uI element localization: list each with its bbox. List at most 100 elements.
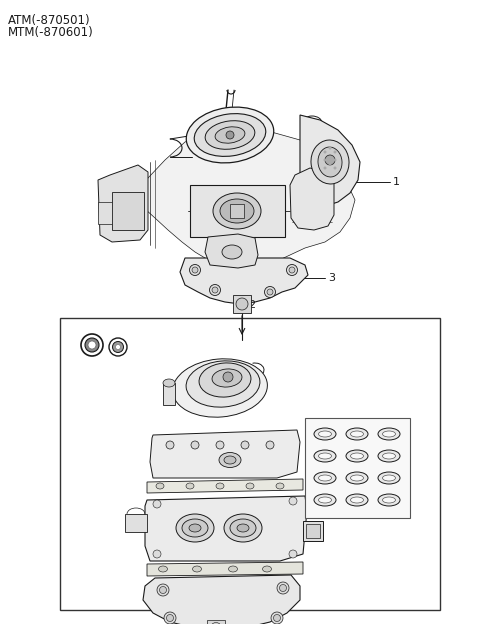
- Ellipse shape: [212, 369, 242, 387]
- Ellipse shape: [350, 453, 363, 459]
- Circle shape: [289, 550, 297, 558]
- Ellipse shape: [192, 566, 202, 572]
- Circle shape: [157, 584, 169, 596]
- Text: 1: 1: [393, 177, 400, 187]
- Ellipse shape: [383, 497, 396, 503]
- Circle shape: [109, 338, 127, 356]
- Circle shape: [223, 372, 233, 382]
- Circle shape: [271, 612, 283, 624]
- Circle shape: [266, 441, 274, 449]
- Ellipse shape: [224, 514, 262, 542]
- Ellipse shape: [346, 450, 368, 462]
- Ellipse shape: [246, 483, 254, 489]
- Circle shape: [329, 163, 331, 165]
- Ellipse shape: [158, 566, 168, 572]
- Circle shape: [190, 265, 201, 276]
- Bar: [303, 521, 323, 541]
- Ellipse shape: [222, 245, 242, 259]
- Ellipse shape: [314, 472, 336, 484]
- Ellipse shape: [378, 472, 400, 484]
- Circle shape: [324, 151, 326, 154]
- Ellipse shape: [378, 494, 400, 506]
- Polygon shape: [290, 168, 334, 230]
- Polygon shape: [143, 575, 300, 624]
- Polygon shape: [147, 562, 303, 576]
- Polygon shape: [135, 128, 355, 272]
- Ellipse shape: [263, 566, 272, 572]
- Circle shape: [274, 615, 280, 622]
- Circle shape: [159, 587, 167, 593]
- Bar: [233, 295, 251, 313]
- Circle shape: [329, 147, 331, 149]
- Ellipse shape: [199, 363, 251, 397]
- Text: MTM(-870601): MTM(-870601): [8, 26, 94, 39]
- Ellipse shape: [182, 519, 208, 537]
- Circle shape: [216, 441, 224, 449]
- Circle shape: [241, 441, 249, 449]
- Circle shape: [287, 265, 298, 276]
- Circle shape: [88, 341, 96, 349]
- Text: ATM(-870501): ATM(-870501): [8, 14, 91, 27]
- Bar: [207, 620, 225, 624]
- Circle shape: [289, 497, 297, 505]
- Circle shape: [267, 289, 273, 295]
- Circle shape: [226, 131, 234, 139]
- Circle shape: [212, 287, 218, 293]
- Bar: [305, 418, 410, 518]
- Ellipse shape: [186, 483, 194, 489]
- Ellipse shape: [173, 359, 267, 417]
- Circle shape: [166, 441, 174, 449]
- Ellipse shape: [314, 494, 336, 506]
- Ellipse shape: [176, 514, 214, 542]
- Ellipse shape: [219, 452, 241, 467]
- Ellipse shape: [383, 453, 396, 459]
- Bar: [112, 192, 144, 230]
- Ellipse shape: [216, 483, 224, 489]
- Polygon shape: [205, 234, 258, 268]
- Ellipse shape: [383, 475, 396, 481]
- Circle shape: [85, 338, 99, 352]
- Ellipse shape: [213, 193, 261, 229]
- Ellipse shape: [378, 428, 400, 440]
- Polygon shape: [147, 479, 303, 493]
- Ellipse shape: [319, 453, 332, 459]
- Polygon shape: [180, 258, 308, 304]
- Circle shape: [167, 615, 173, 622]
- Circle shape: [289, 267, 295, 273]
- Ellipse shape: [319, 431, 332, 437]
- Bar: [98, 202, 112, 224]
- Ellipse shape: [314, 428, 336, 440]
- Circle shape: [81, 334, 103, 356]
- Ellipse shape: [319, 475, 332, 481]
- Ellipse shape: [189, 524, 201, 532]
- Ellipse shape: [194, 114, 266, 157]
- Ellipse shape: [237, 524, 249, 532]
- Circle shape: [236, 298, 248, 310]
- Circle shape: [209, 285, 220, 296]
- Ellipse shape: [350, 497, 363, 503]
- Ellipse shape: [311, 140, 349, 184]
- Bar: [230, 204, 244, 218]
- Bar: [190, 185, 285, 237]
- Ellipse shape: [186, 361, 260, 407]
- Circle shape: [264, 286, 276, 298]
- Circle shape: [334, 167, 336, 169]
- Ellipse shape: [378, 450, 400, 462]
- Circle shape: [112, 341, 123, 353]
- Circle shape: [325, 155, 335, 165]
- Circle shape: [277, 582, 289, 594]
- Text: 3: 3: [328, 273, 335, 283]
- Ellipse shape: [224, 456, 236, 464]
- Ellipse shape: [230, 519, 256, 537]
- Circle shape: [153, 500, 161, 508]
- Circle shape: [164, 612, 176, 624]
- Circle shape: [211, 623, 221, 624]
- Bar: [306, 524, 320, 538]
- Polygon shape: [150, 430, 300, 478]
- Circle shape: [153, 550, 161, 558]
- Ellipse shape: [346, 472, 368, 484]
- Ellipse shape: [314, 450, 336, 462]
- Polygon shape: [98, 165, 148, 242]
- Ellipse shape: [350, 431, 363, 437]
- Ellipse shape: [163, 379, 175, 387]
